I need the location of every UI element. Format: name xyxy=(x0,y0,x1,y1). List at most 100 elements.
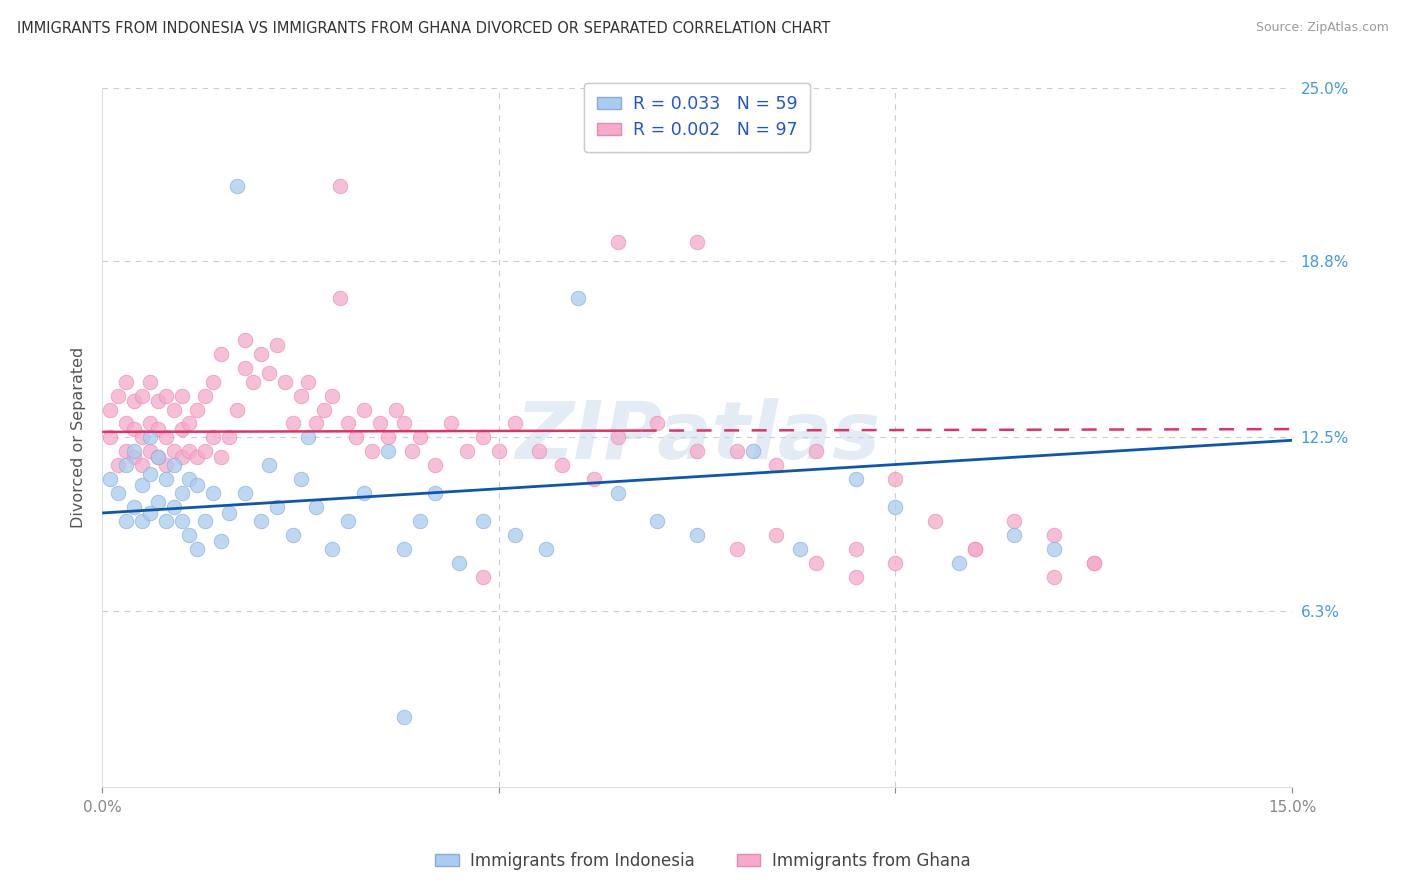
Point xyxy=(202,430,225,444)
Point xyxy=(242,375,264,389)
Point xyxy=(1043,542,1066,557)
Point xyxy=(725,542,748,557)
Point xyxy=(392,542,415,557)
Point xyxy=(233,360,256,375)
Point xyxy=(804,557,827,571)
Point xyxy=(162,444,184,458)
Point xyxy=(281,417,304,431)
Point xyxy=(884,500,907,515)
Point xyxy=(290,472,312,486)
Point xyxy=(162,458,184,473)
Point xyxy=(401,444,423,458)
Point xyxy=(789,542,811,557)
Point xyxy=(146,450,169,464)
Point xyxy=(377,430,399,444)
Point xyxy=(329,178,352,193)
Point xyxy=(344,430,367,444)
Point xyxy=(845,472,868,486)
Point xyxy=(845,542,868,557)
Point xyxy=(146,394,169,409)
Point xyxy=(194,388,217,402)
Point xyxy=(1043,570,1066,584)
Point xyxy=(606,430,628,444)
Point xyxy=(170,486,193,500)
Legend: R = 0.033   N = 59, R = 0.002   N = 97: R = 0.033 N = 59, R = 0.002 N = 97 xyxy=(585,83,810,152)
Point xyxy=(361,444,384,458)
Point xyxy=(170,422,193,436)
Point xyxy=(194,444,217,458)
Point xyxy=(567,291,589,305)
Point xyxy=(226,402,249,417)
Point xyxy=(1004,528,1026,542)
Point xyxy=(686,444,709,458)
Point xyxy=(226,178,249,193)
Point xyxy=(233,333,256,347)
Point xyxy=(131,430,153,444)
Point xyxy=(131,515,153,529)
Point xyxy=(647,515,669,529)
Point xyxy=(392,417,415,431)
Point xyxy=(98,402,121,417)
Point xyxy=(1083,557,1105,571)
Point xyxy=(131,458,153,473)
Point xyxy=(98,472,121,486)
Point xyxy=(884,557,907,571)
Point xyxy=(305,417,328,431)
Point xyxy=(1043,528,1066,542)
Point xyxy=(170,388,193,402)
Point xyxy=(337,515,360,529)
Point xyxy=(425,486,447,500)
Point xyxy=(377,444,399,458)
Point xyxy=(115,458,138,473)
Point xyxy=(155,430,177,444)
Point xyxy=(139,506,162,520)
Point xyxy=(297,430,319,444)
Point xyxy=(392,710,415,724)
Point xyxy=(122,450,145,464)
Point xyxy=(146,450,169,464)
Point xyxy=(472,570,495,584)
Point xyxy=(122,422,145,436)
Point xyxy=(202,375,225,389)
Point xyxy=(162,402,184,417)
Point xyxy=(337,417,360,431)
Point xyxy=(329,291,352,305)
Point xyxy=(194,515,217,529)
Point xyxy=(488,444,510,458)
Point xyxy=(155,388,177,402)
Point xyxy=(115,375,138,389)
Point xyxy=(583,472,606,486)
Point xyxy=(281,528,304,542)
Point xyxy=(425,458,447,473)
Point xyxy=(257,366,280,380)
Point xyxy=(408,430,430,444)
Point xyxy=(503,528,526,542)
Point xyxy=(606,486,628,500)
Point xyxy=(551,458,574,473)
Point xyxy=(218,430,240,444)
Point xyxy=(606,235,628,249)
Point xyxy=(155,472,177,486)
Point xyxy=(456,444,478,458)
Point xyxy=(266,500,288,515)
Point xyxy=(408,515,430,529)
Point xyxy=(305,500,328,515)
Point xyxy=(202,486,225,500)
Point xyxy=(963,542,986,557)
Point xyxy=(162,500,184,515)
Point xyxy=(139,375,162,389)
Point xyxy=(741,444,763,458)
Point xyxy=(186,402,208,417)
Point xyxy=(250,346,273,360)
Point xyxy=(321,542,343,557)
Point xyxy=(924,515,946,529)
Point xyxy=(257,458,280,473)
Point xyxy=(107,458,129,473)
Point xyxy=(963,542,986,557)
Point xyxy=(139,430,162,444)
Point xyxy=(115,515,138,529)
Point xyxy=(503,417,526,431)
Point xyxy=(290,388,312,402)
Point xyxy=(122,500,145,515)
Point xyxy=(186,542,208,557)
